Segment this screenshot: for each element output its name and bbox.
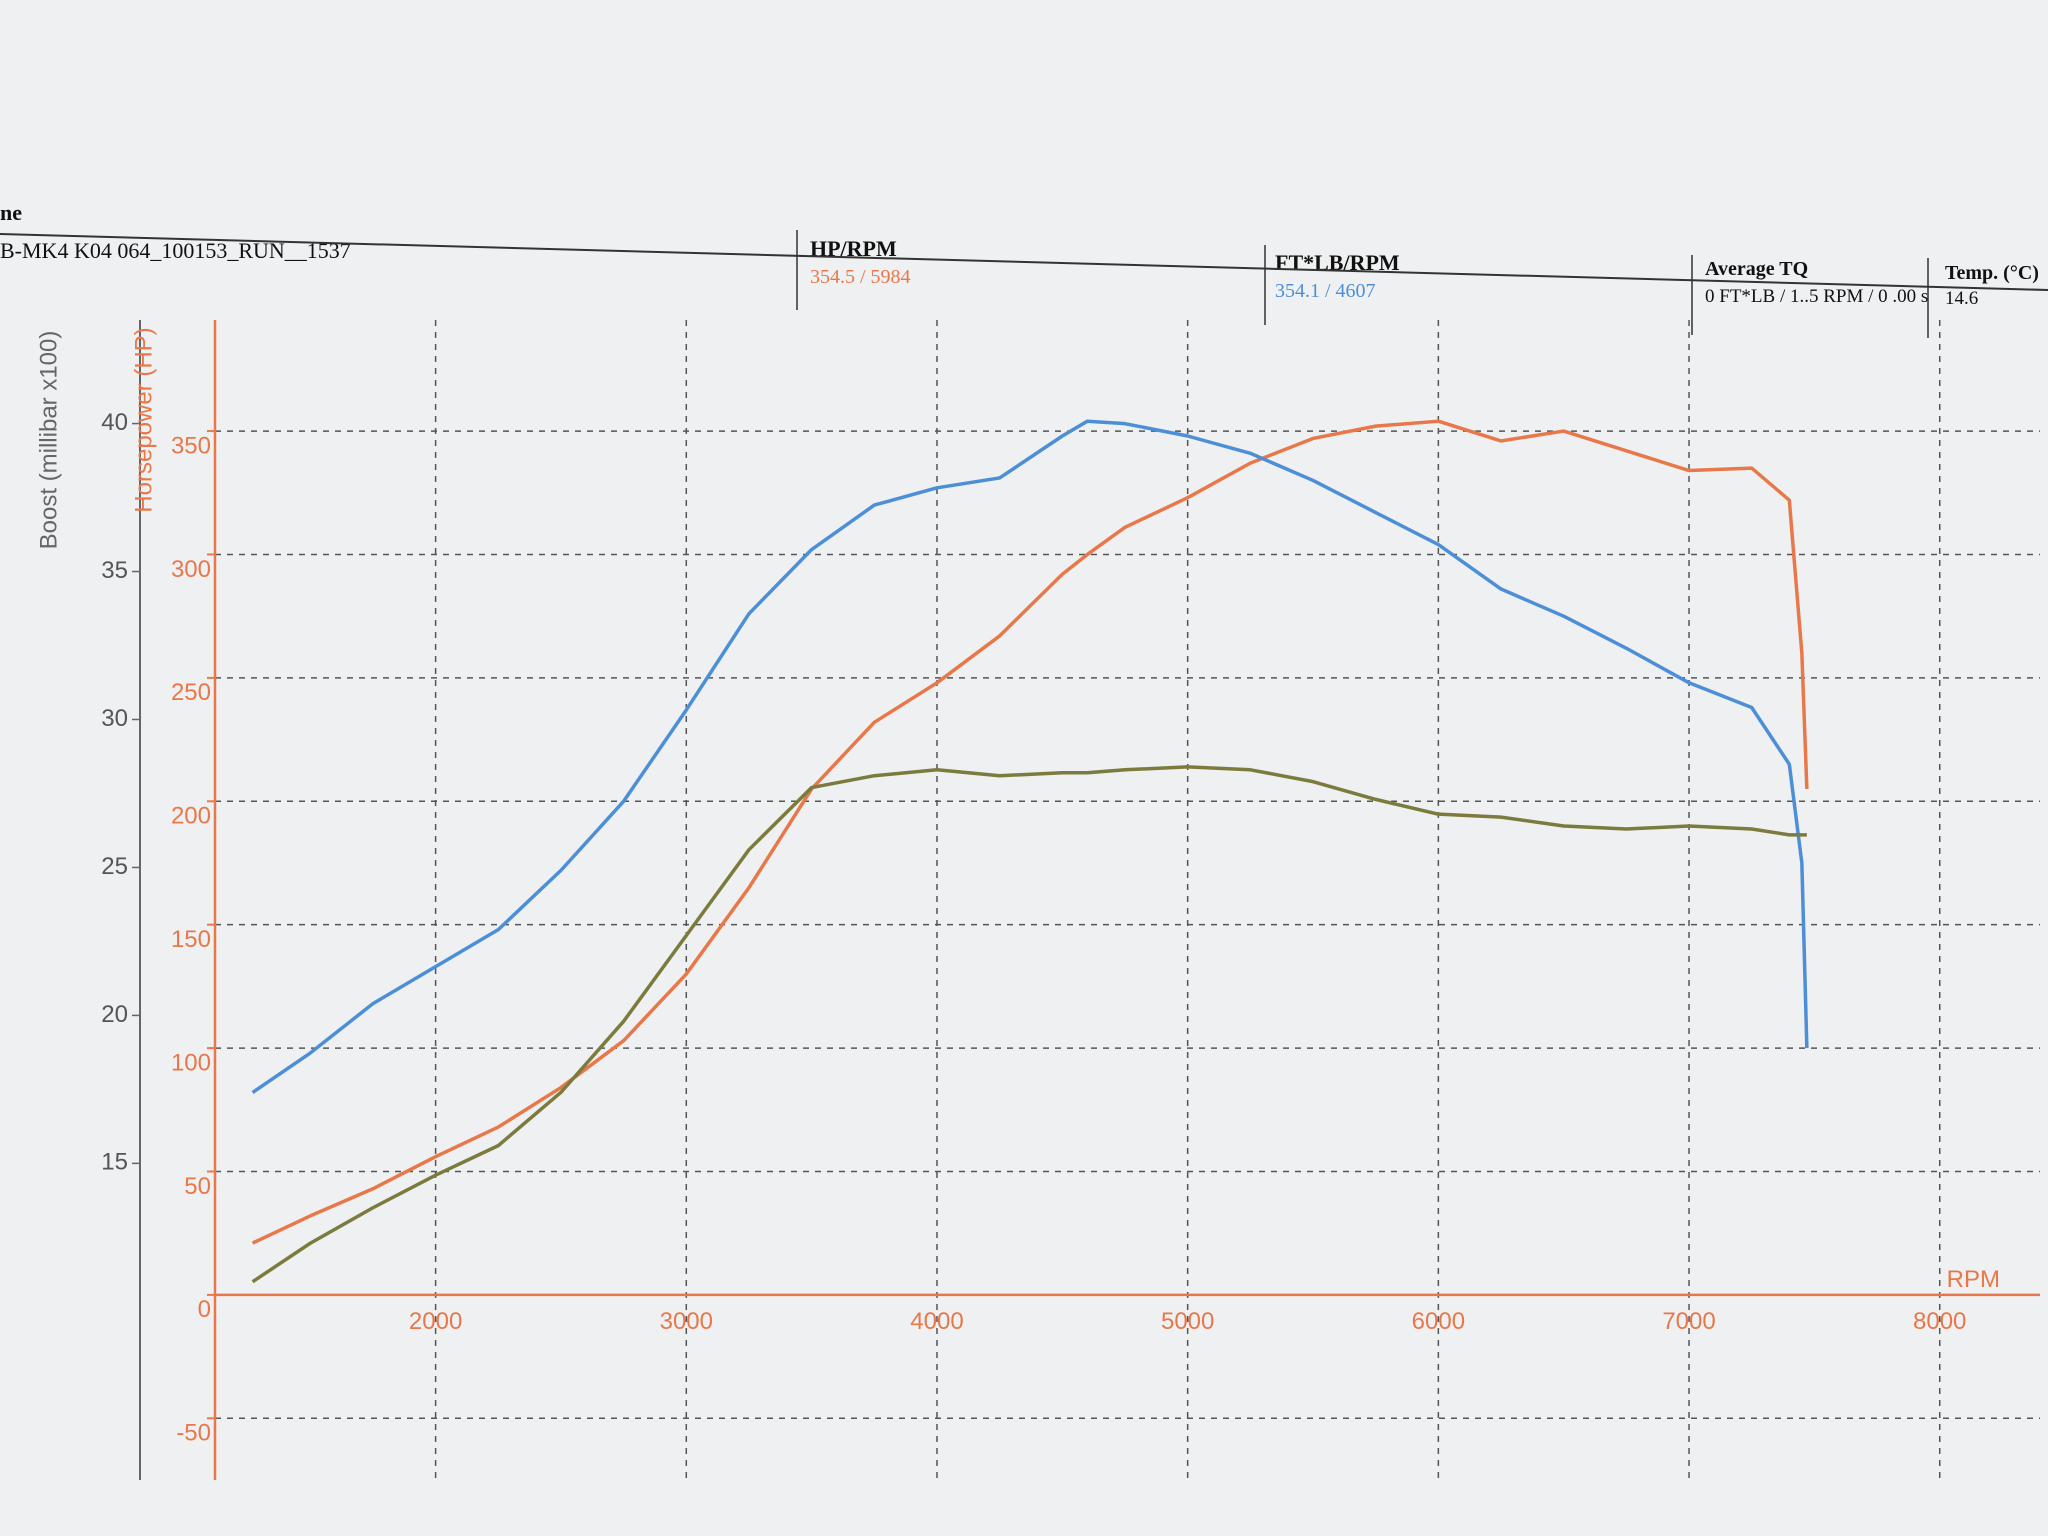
- y-tick-label: 100: [171, 1049, 211, 1076]
- field-value: 0 FT*LB / 1..5 RPM / 0 .00 s: [1705, 286, 1929, 307]
- y2-tick-label: 30: [101, 705, 128, 732]
- y-tick-label: 350: [171, 432, 211, 459]
- y2-axis-label: Boost (millibar x100): [35, 331, 62, 550]
- x-tick-label: 4000: [910, 1308, 963, 1335]
- data-line: [251, 419, 1809, 1094]
- data-line: [251, 765, 1807, 1284]
- y-tick-label: 300: [171, 556, 211, 583]
- x-tick-label: 2000: [409, 1308, 462, 1335]
- field-value: 354.1 / 4607: [1275, 280, 1376, 302]
- field-label: Temp. (°C): [1945, 262, 2039, 284]
- x-tick-label: 5000: [1161, 1308, 1214, 1335]
- x-axis-label: RPM: [1947, 1266, 2000, 1293]
- y2-tick-label: 35: [101, 557, 128, 584]
- field-value: 14.6: [1945, 288, 1979, 309]
- y-axis-label: Horsepower (HP): [130, 327, 157, 512]
- y2-tick-label: 40: [101, 409, 128, 436]
- header-title: ne: [0, 200, 22, 225]
- data-line: [251, 419, 1809, 1245]
- y-tick-label: 0: [198, 1296, 211, 1323]
- field-label: Average TQ: [1705, 258, 1809, 280]
- y-tick-label: 150: [171, 926, 211, 953]
- y-tick-label: 200: [171, 803, 211, 830]
- x-tick-label: 8000: [1913, 1308, 1966, 1335]
- field-value: 354.5 / 5984: [810, 266, 911, 288]
- y2-tick-label: 20: [101, 1001, 128, 1028]
- y2-tick-label: 25: [101, 853, 128, 880]
- x-tick-label: 7000: [1662, 1308, 1715, 1335]
- y2-tick-label: 15: [101, 1149, 128, 1176]
- x-tick-label: 3000: [660, 1308, 713, 1335]
- header-rule: [0, 233, 2048, 291]
- y-tick-label: -50: [176, 1420, 211, 1447]
- x-tick-label: 6000: [1412, 1308, 1465, 1335]
- y-tick-label: 250: [171, 679, 211, 706]
- y-tick-label: 50: [184, 1173, 211, 1200]
